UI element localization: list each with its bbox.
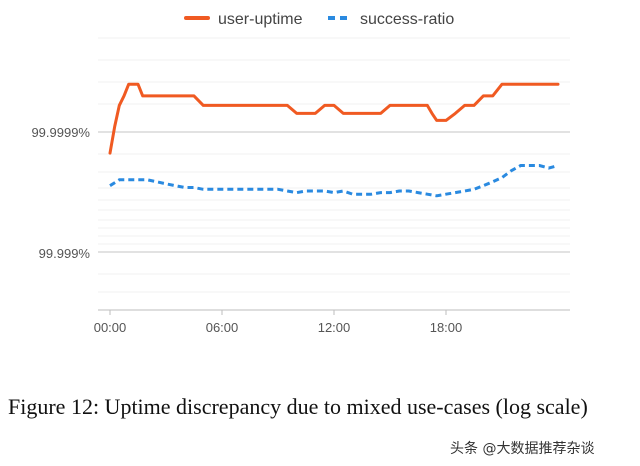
legend-item-success-ratio: success-ratio (328, 11, 454, 28)
series-line-success-ratio (109, 164, 559, 198)
x-tick-label: 18:00 (430, 320, 463, 335)
y-tick-label: 99.999% (39, 246, 91, 261)
figure-caption: Figure 12: Uptime discrepancy due to mix… (8, 394, 588, 419)
x-axis: 00:00 06:00 12:00 18:00 (94, 309, 570, 335)
x-tick-label: 00:00 (94, 320, 127, 335)
x-tick-label: 12:00 (318, 320, 351, 335)
x-tick-label: 06:00 (206, 320, 239, 335)
legend-item-user-uptime: user-uptime (184, 11, 303, 28)
gridlines (98, 37, 570, 293)
legend-label-success-ratio: success-ratio (360, 11, 454, 28)
watermark: 头条 @大数据推荐杂谈 (446, 436, 599, 460)
chart: user-uptime success-ratio 99.9999% 99.99… (31, 11, 570, 335)
y-axis: 99.9999% 99.999% (31, 125, 90, 261)
y-tick-label: 99.9999% (31, 125, 90, 140)
legend-label-user-uptime: user-uptime (218, 11, 303, 28)
series-line-user-uptime (108, 82, 560, 155)
legend: user-uptime success-ratio (184, 11, 454, 28)
series-layer (108, 82, 560, 198)
